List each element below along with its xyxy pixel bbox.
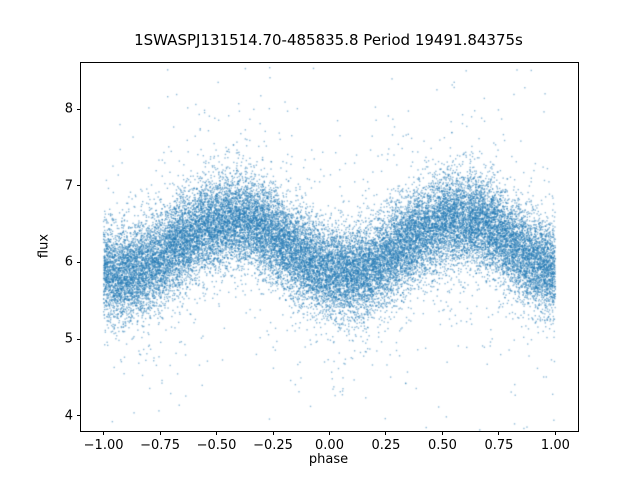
y-tick [77, 415, 81, 417]
x-tick-label: 0.25 [371, 438, 401, 453]
x-tick [272, 431, 274, 435]
x-tick [103, 431, 105, 435]
y-tick-label: 5 [64, 331, 73, 347]
x-tick [554, 431, 556, 435]
y-tick-label: 8 [64, 101, 73, 117]
y-tick-label: 4 [64, 408, 73, 424]
y-tick [77, 185, 81, 187]
x-tick [159, 431, 161, 435]
y-tick-label: 6 [64, 254, 73, 270]
plot-area: −1.00 −0.75 −0.50 −0.25 0.00 0.25 0.50 0.75 1.00… [65, 62, 579, 453]
x-tick-label: −1.00 [83, 438, 124, 453]
x-tick [385, 431, 387, 435]
chart-title: 1SWASPJ131514.70-485835.8 Period 19491.8… [134, 31, 523, 49]
x-tick-label: 0.50 [427, 438, 457, 453]
x-tick [216, 431, 218, 435]
x-tick-label: 0.75 [484, 438, 514, 453]
y-tick [77, 338, 81, 340]
y-axis-label: flux [36, 233, 52, 259]
x-tick [441, 431, 443, 435]
y-tick-label: 7 [64, 178, 73, 194]
x-tick-label: −0.25 [253, 438, 293, 453]
y-tick [77, 261, 81, 263]
x-axis-label: phase [308, 452, 349, 467]
x-tick-label: 0.00 [315, 438, 344, 453]
scatter-points-canvas [81, 63, 578, 431]
x-tick-label: 1.00 [540, 438, 570, 453]
y-tick [77, 108, 81, 110]
x-tick-label: −0.75 [140, 438, 180, 453]
x-tick-label: −0.50 [196, 438, 237, 453]
x-tick [498, 431, 500, 435]
x-tick [329, 431, 330, 435]
